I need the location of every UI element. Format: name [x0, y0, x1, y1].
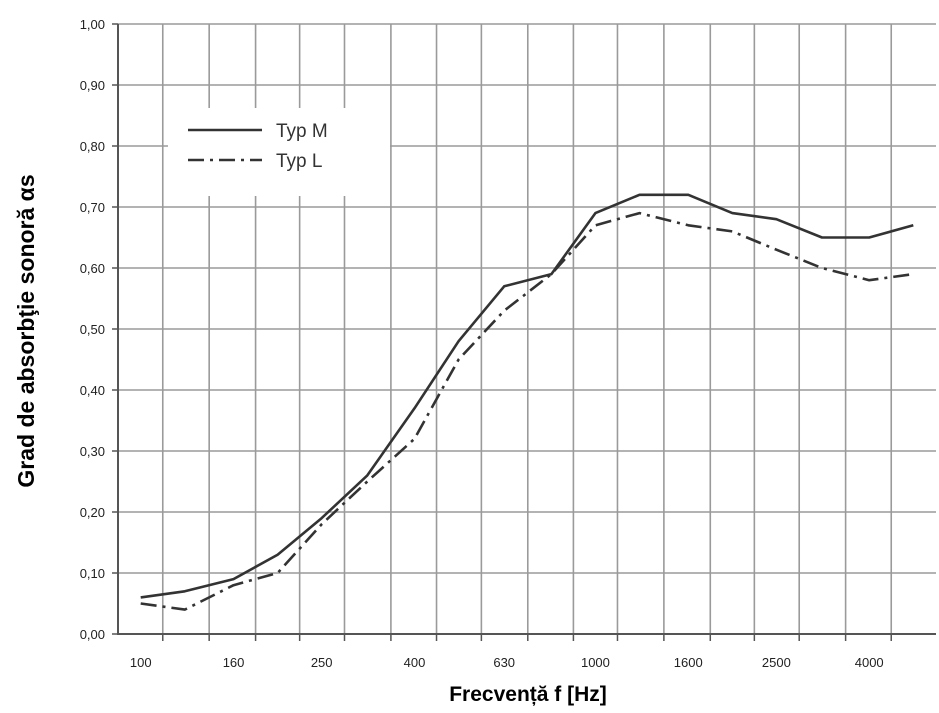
y-tick-label: 0,90 [80, 78, 105, 93]
x-axis-ticks: 100 160 250 400 630 1000 1600 2500 4000 [130, 634, 892, 670]
y-axis-title: Grad de absorbţie sonoră αs [13, 174, 39, 487]
x-tick-label: 1600 [674, 655, 703, 670]
y-tick-label: 0,00 [80, 627, 105, 642]
series-line-typ-l [140, 211, 914, 611]
y-tick-label: 0,20 [80, 505, 105, 520]
y-tick-label: 0,70 [80, 200, 105, 215]
y-tick-label: 0,10 [80, 566, 105, 581]
x-tick-label: 1000 [581, 655, 610, 670]
series-lines [140, 193, 914, 611]
legend-background [168, 108, 390, 196]
legend-label-typ-m: Typ M [276, 121, 328, 142]
axes [117, 24, 936, 635]
x-axis-title: Frecvență f [Hz] [449, 683, 607, 706]
x-tick-label: 630 [493, 655, 515, 670]
series-line-typ-m [140, 193, 914, 599]
y-tick-label: 0,30 [80, 444, 105, 459]
x-tick-label: 4000 [855, 655, 884, 670]
x-tick-label: 2500 [762, 655, 791, 670]
y-tick-label: 0,60 [80, 261, 105, 276]
x-tick-label: 250 [311, 655, 333, 670]
y-tick-label: 0,40 [80, 383, 105, 398]
legend: Typ M Typ L [168, 108, 390, 196]
legend-label-typ-l: Typ L [276, 151, 322, 172]
y-tick-label: 1,00 [80, 17, 105, 32]
x-tick-label: 100 [130, 655, 152, 670]
x-tick-label: 160 [223, 655, 245, 670]
y-tick-label: 0,50 [80, 322, 105, 337]
y-tick-label: 0,80 [80, 139, 105, 154]
y-axis-ticks: 0,00 0,10 0,20 0,30 0,40 0,50 0,60 0,70 0,80 0,90… [80, 17, 118, 642]
x-tick-label: 400 [404, 655, 426, 670]
